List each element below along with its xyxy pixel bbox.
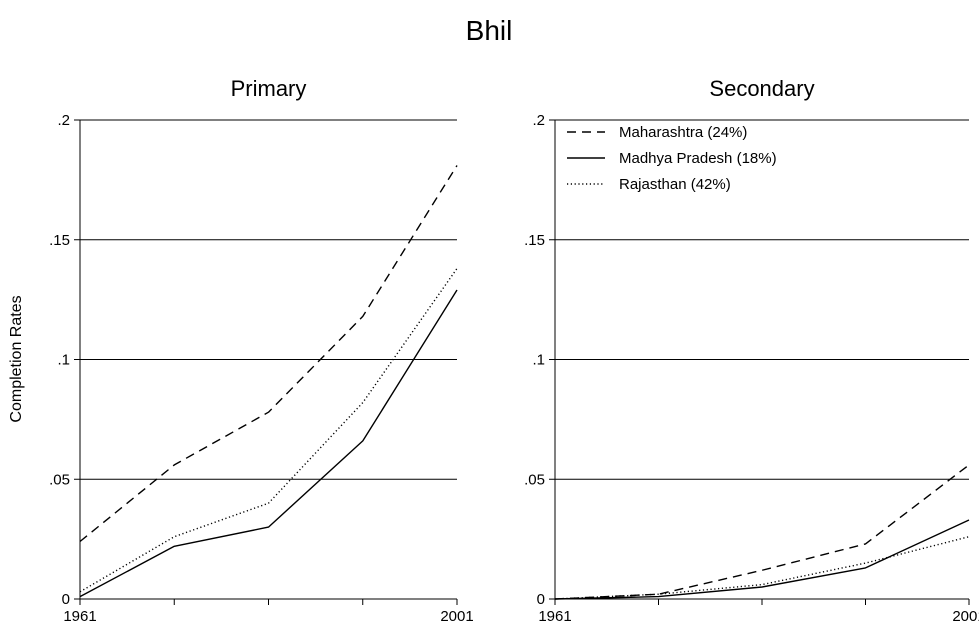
series-line-2-2	[554, 536, 970, 600]
series-line-1-1	[79, 289, 458, 598]
series-line-2-1	[554, 519, 970, 600]
legend-label-2: Rajasthan (42%)	[619, 176, 731, 193]
panel-title-2: Secondary	[709, 76, 814, 101]
legend-background	[559, 122, 831, 218]
y-tick-label-2-1: .05	[524, 471, 545, 488]
y-axis-label: Completion Rates	[8, 295, 25, 422]
legend-label-0: Maharashtra (24%)	[619, 124, 747, 141]
x-tick-label-1-0: 1961	[63, 608, 96, 625]
y-tick-label-2-0: 0	[537, 591, 545, 608]
series-line-1-2	[79, 268, 458, 593]
y-tick-label-1-0: 0	[62, 591, 70, 608]
y-tick-label-2-3: .15	[524, 232, 545, 249]
series-line-2-0	[554, 464, 970, 600]
x-tick-label-2-0: 1961	[538, 608, 571, 625]
y-tick-label-1-1: .05	[49, 471, 70, 488]
x-tick-label-1-1: 2001	[440, 608, 473, 625]
y-tick-label-2-2: .1	[532, 352, 545, 369]
panel-title-1: Primary	[231, 76, 307, 101]
y-tick-label-1-4: .2	[57, 112, 70, 129]
y-tick-label-1-3: .15	[49, 232, 70, 249]
series-line-1-0	[79, 165, 458, 543]
legend-label-1: Madhya Pradesh (18%)	[619, 150, 777, 167]
figure-title: Bhil	[466, 15, 513, 46]
x-tick-label-2-1: 2001	[952, 608, 979, 625]
y-tick-label-2-4: .2	[532, 112, 545, 129]
y-tick-label-1-2: .1	[57, 352, 70, 369]
